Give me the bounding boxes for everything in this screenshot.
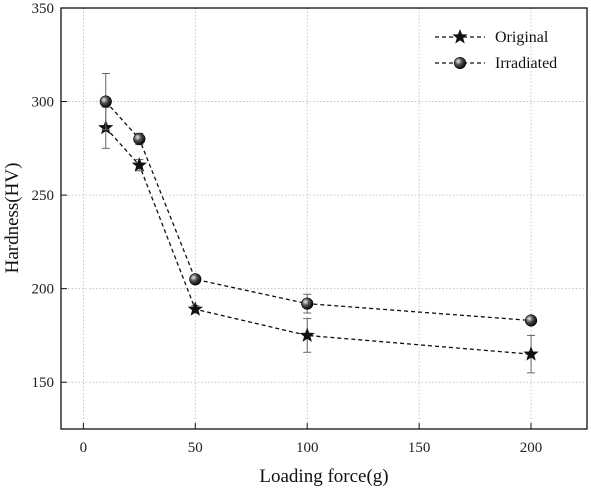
original-point [299, 327, 315, 342]
y-axis-title: Hardness(HV) [2, 163, 23, 274]
original-point [187, 301, 203, 316]
plot-frame [60, 7, 588, 430]
legend-original-label: Original [495, 29, 549, 46]
legend: Original Irradiated [435, 29, 557, 72]
original-point [523, 346, 539, 361]
series-irradiated [99, 72, 538, 327]
x-tick-label: 150 [408, 440, 431, 456]
x-tick-label: 100 [296, 440, 319, 456]
original-point [131, 157, 147, 172]
legend-irradiated-marker [453, 56, 467, 70]
series [98, 72, 539, 374]
y-tick-label: 200 [32, 282, 55, 298]
legend-irradiated-label: Irradiated [495, 55, 557, 72]
x-tick-label: 200 [520, 440, 543, 456]
x-tick-label: 0 [80, 440, 88, 456]
y-tick-label: 300 [32, 95, 55, 111]
irradiated-point [99, 95, 112, 108]
axis-ticks: 0 50 100 150 200 150 200 250 300 350 [32, 1, 543, 456]
x-axis-title: Loading force(g) [259, 466, 388, 487]
irradiated-line [105, 101, 532, 322]
legend-original-marker [452, 29, 468, 44]
irradiated-point [524, 314, 538, 327]
original-line [105, 127, 532, 355]
irradiated-point [133, 132, 146, 146]
y-tick-label: 150 [32, 375, 55, 391]
irradiated-point [189, 273, 202, 286]
y-tick-label: 350 [32, 1, 55, 17]
series-original [98, 106, 539, 374]
y-tick-label: 250 [32, 188, 55, 204]
x-tick-label: 50 [188, 440, 203, 456]
irradiated-point [301, 297, 314, 310]
